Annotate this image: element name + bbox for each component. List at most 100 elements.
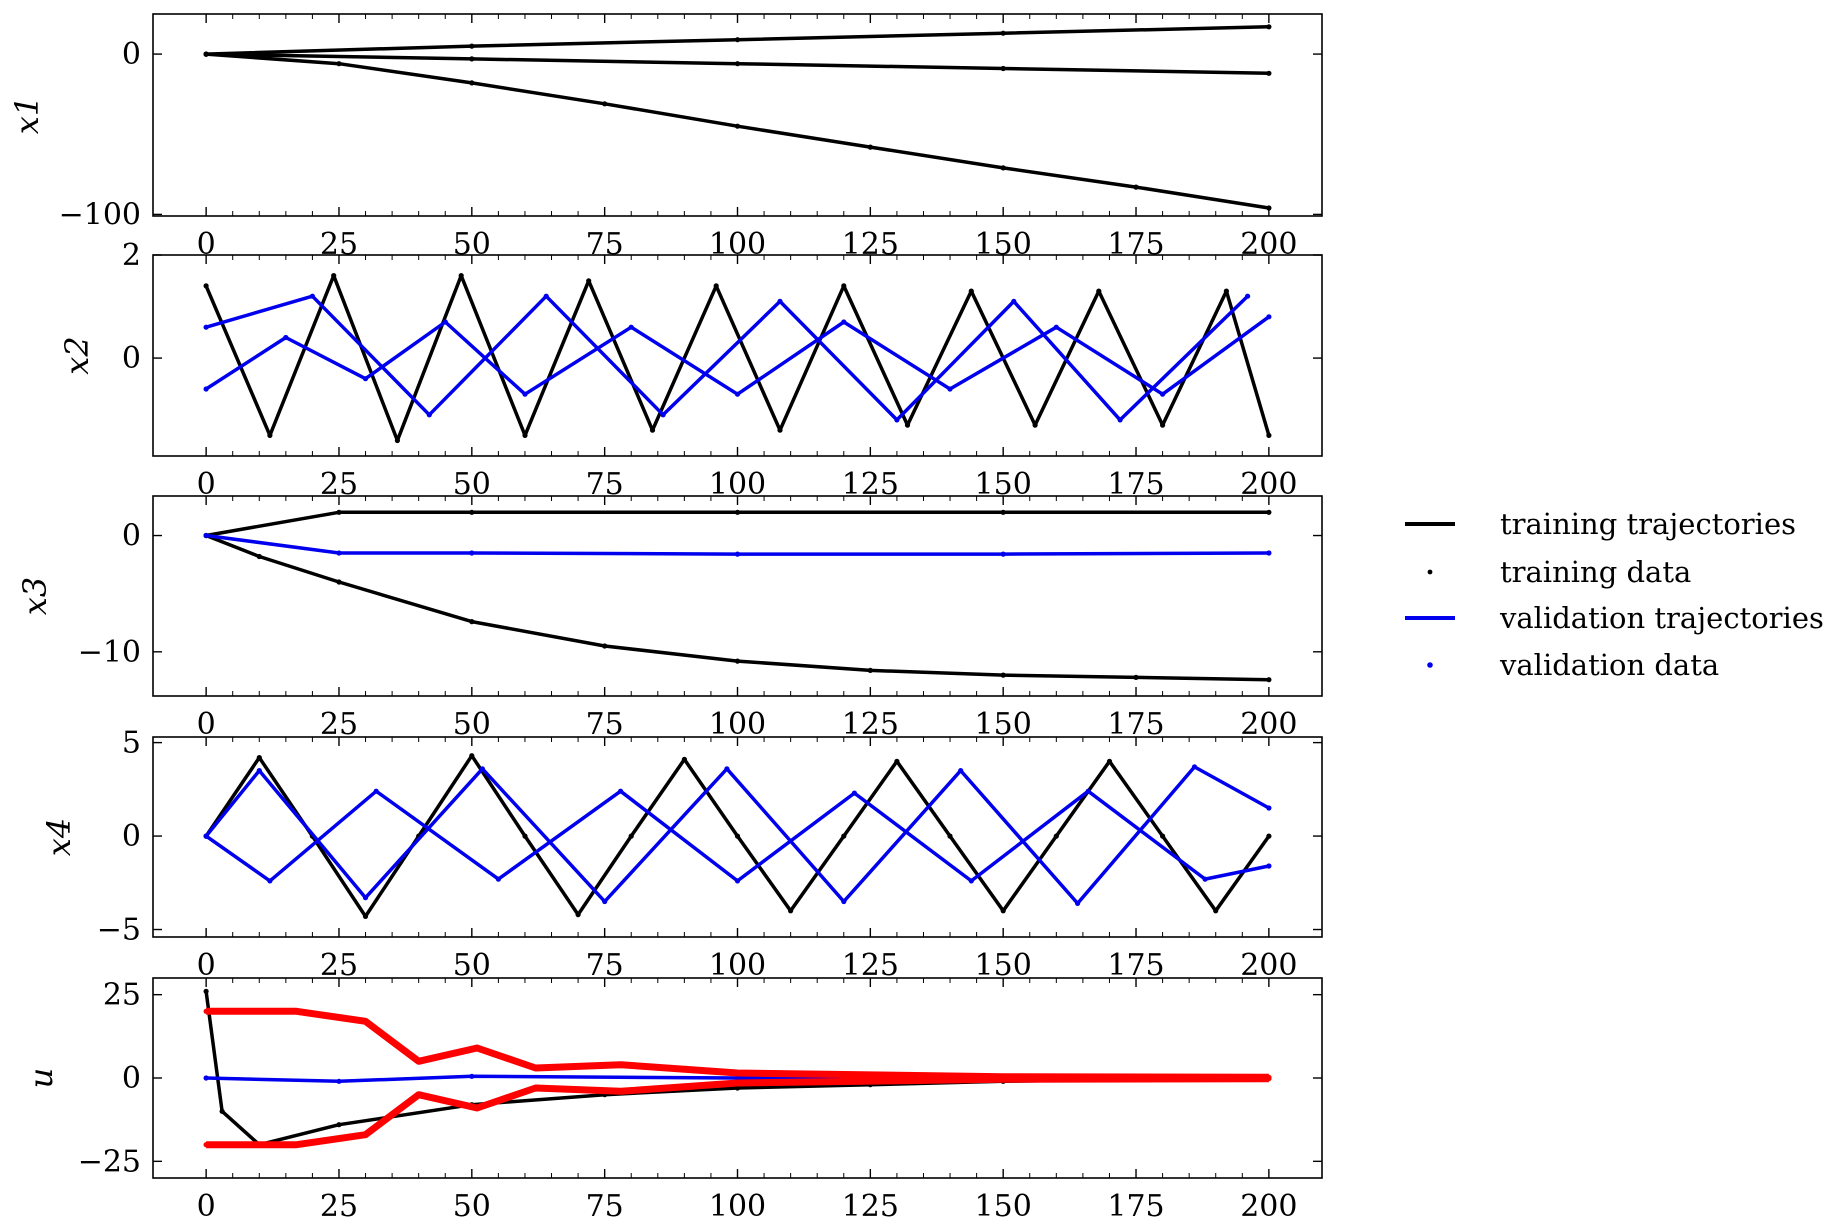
panel-4-series-2-point-7 [841, 898, 847, 905]
panel-2-series-2-line [205, 294, 1249, 422]
panel-2-series-1-point-17 [1223, 288, 1229, 294]
panel-2-ytick-label: 0 [122, 341, 141, 376]
panel-4-xtick-label: 100 [709, 948, 766, 983]
panel-3: 0 25 50 75 100 125 150 175 200 0 −10 x3 [16, 495, 1323, 742]
panel-2-xtick-label: 0 [197, 467, 216, 502]
panel-2-series-2-point-9 [1117, 417, 1123, 423]
panel-2-series-3-point-9 [947, 386, 953, 392]
panel-4-series-3-point-2 [267, 878, 273, 884]
panel-4-series-1-point-12 [788, 908, 794, 914]
panel-4-series-2-point-9 [1075, 900, 1081, 907]
panel-3-ytick-label: 0 [122, 519, 141, 554]
panel-2-series-1-point-14 [1032, 422, 1038, 428]
panel-4-series-3-point-10 [1202, 876, 1208, 882]
panel-5-series-4-line [206, 1075, 1269, 1149]
panel-5-ytick-label: 25 [103, 978, 141, 1013]
panel-2-series-1-point-18 [1266, 432, 1272, 438]
panel-4-series-2-point-6 [724, 766, 730, 772]
panel-4-series-2-point-8 [958, 768, 964, 774]
panel-5-xtick-label: 75 [586, 1189, 624, 1224]
panel-4-series-1-point-10 [681, 756, 688, 763]
panel-5-series-3-line [206, 1007, 1269, 1081]
panel-4-series-1-point-15 [947, 833, 953, 839]
panel-1-series-1-point-6 [867, 144, 873, 150]
legend-label-training-trajectories: training trajectories [1500, 507, 1796, 541]
panel-5-series-1-point-2 [219, 1108, 225, 1114]
panel-5-series-2-point-1 [203, 1075, 209, 1081]
panel-5-xtick-label: 0 [197, 1189, 216, 1224]
panel-1-series [203, 24, 1272, 211]
panel-2-series-1-point-7 [586, 278, 592, 284]
panel-5-series-3-point-1 [203, 1008, 209, 1014]
panel-1-series-1-line [205, 52, 1270, 210]
panel-1-ytick-label: −100 [59, 197, 141, 232]
panel-1-series-3-point-4 [1000, 65, 1006, 72]
panel-2-series-3-point-2 [283, 334, 289, 341]
panel-4-series-3-point-9 [1085, 788, 1091, 794]
panel-4-series-2-point-4 [479, 766, 485, 772]
panel-4-series [203, 753, 1272, 920]
panel-1-series-2-point-5 [1266, 24, 1272, 30]
panel-2-series-2-point-2 [309, 293, 315, 299]
panel-5-ytick-label: 0 [122, 1061, 141, 1096]
panel-3-series-3-point-5 [1000, 551, 1006, 557]
panel-4-series-2-point-5 [602, 898, 608, 905]
panel-5-series-1-line [204, 991, 1269, 1147]
panel-4-series-1-point-14 [894, 758, 900, 764]
legend-label-training-data: training data [1500, 555, 1691, 589]
panel-2-series-3-point-8 [841, 319, 847, 325]
panel-4-series-1-point-8 [575, 912, 581, 918]
panel-2-series-1-point-13 [968, 288, 974, 294]
panel-3-series-3-point-6 [1266, 550, 1272, 556]
panel-2-series-2-point-4 [543, 293, 549, 299]
panel-4-xtick-label: 125 [842, 948, 899, 983]
panel-2-series-1-point-9 [713, 283, 719, 289]
panel-4-ytick-label: 5 [122, 726, 141, 761]
panel-3-series-2-point-5 [1000, 509, 1006, 515]
panel-3-xtick-label: 50 [453, 707, 491, 742]
panel-2-series-3-point-7 [734, 391, 741, 397]
panel-5-series-4-point-3 [362, 1132, 369, 1138]
panel-1-series-1-point-7 [1000, 165, 1006, 171]
panel-3-xtick-label: 150 [975, 707, 1032, 742]
panel-1-xtick-label: 0 [197, 227, 216, 262]
panel-4-xtick-label: 0 [197, 948, 216, 983]
panel-2-series-1-point-12 [904, 422, 911, 428]
panel-2-ytick-label: 2 [122, 238, 141, 273]
panel-3-series-1-point-8 [1000, 672, 1006, 678]
panel-3-xtick-label: 175 [1107, 707, 1164, 742]
panel-3-series-1-point-10 [1266, 677, 1272, 683]
panel-3-xtick-label: 100 [709, 707, 766, 742]
panel-5: 0 25 50 75 100 125 150 175 200 25 0 −25 u [22, 977, 1323, 1224]
panel-5-series-4-point-10 [1266, 1076, 1272, 1082]
legend-swatch-validation-data [1427, 662, 1433, 668]
panel-4-series-3-point-3 [373, 788, 379, 794]
panel-4-series-1-point-21 [1266, 833, 1272, 839]
panel-5-series-3-point-6 [533, 1065, 539, 1071]
panel-1-series-1-point-4 [602, 101, 608, 107]
panel-4-series-1-point-2 [256, 755, 262, 761]
panel-5-series-3-point-3 [362, 1018, 369, 1024]
panel-3-series-1-point-9 [1133, 674, 1139, 681]
panel-2-series-2-point-5 [660, 412, 666, 418]
panel-5-series-3-point-4 [416, 1058, 422, 1064]
panel-3-series-1-point-7 [867, 667, 873, 674]
panel-5-series-4-point-6 [533, 1085, 539, 1091]
panel-2-series-2-point-1 [203, 324, 209, 330]
panel-2-series-3-point-4 [442, 319, 448, 325]
panel-4-ytick-label: 0 [122, 819, 141, 854]
panel-3-series-1-point-3 [336, 579, 342, 585]
panel-2-series-1-point-1 [203, 283, 209, 289]
panel-5-xtick-label: 150 [975, 1189, 1032, 1224]
panel-2-series-1-point-5 [458, 273, 464, 279]
panel-1-series-1-point-3 [469, 80, 475, 86]
panel-1-ytick-label: 0 [122, 37, 141, 72]
panel-4-series-1-point-9 [628, 833, 634, 839]
panel-4-xtick-label: 150 [975, 948, 1032, 983]
panel-3-series-1-line [205, 533, 1269, 682]
panel-1-series-1-point-2 [336, 61, 342, 67]
panel-5-series-3-point-8 [734, 1070, 741, 1076]
